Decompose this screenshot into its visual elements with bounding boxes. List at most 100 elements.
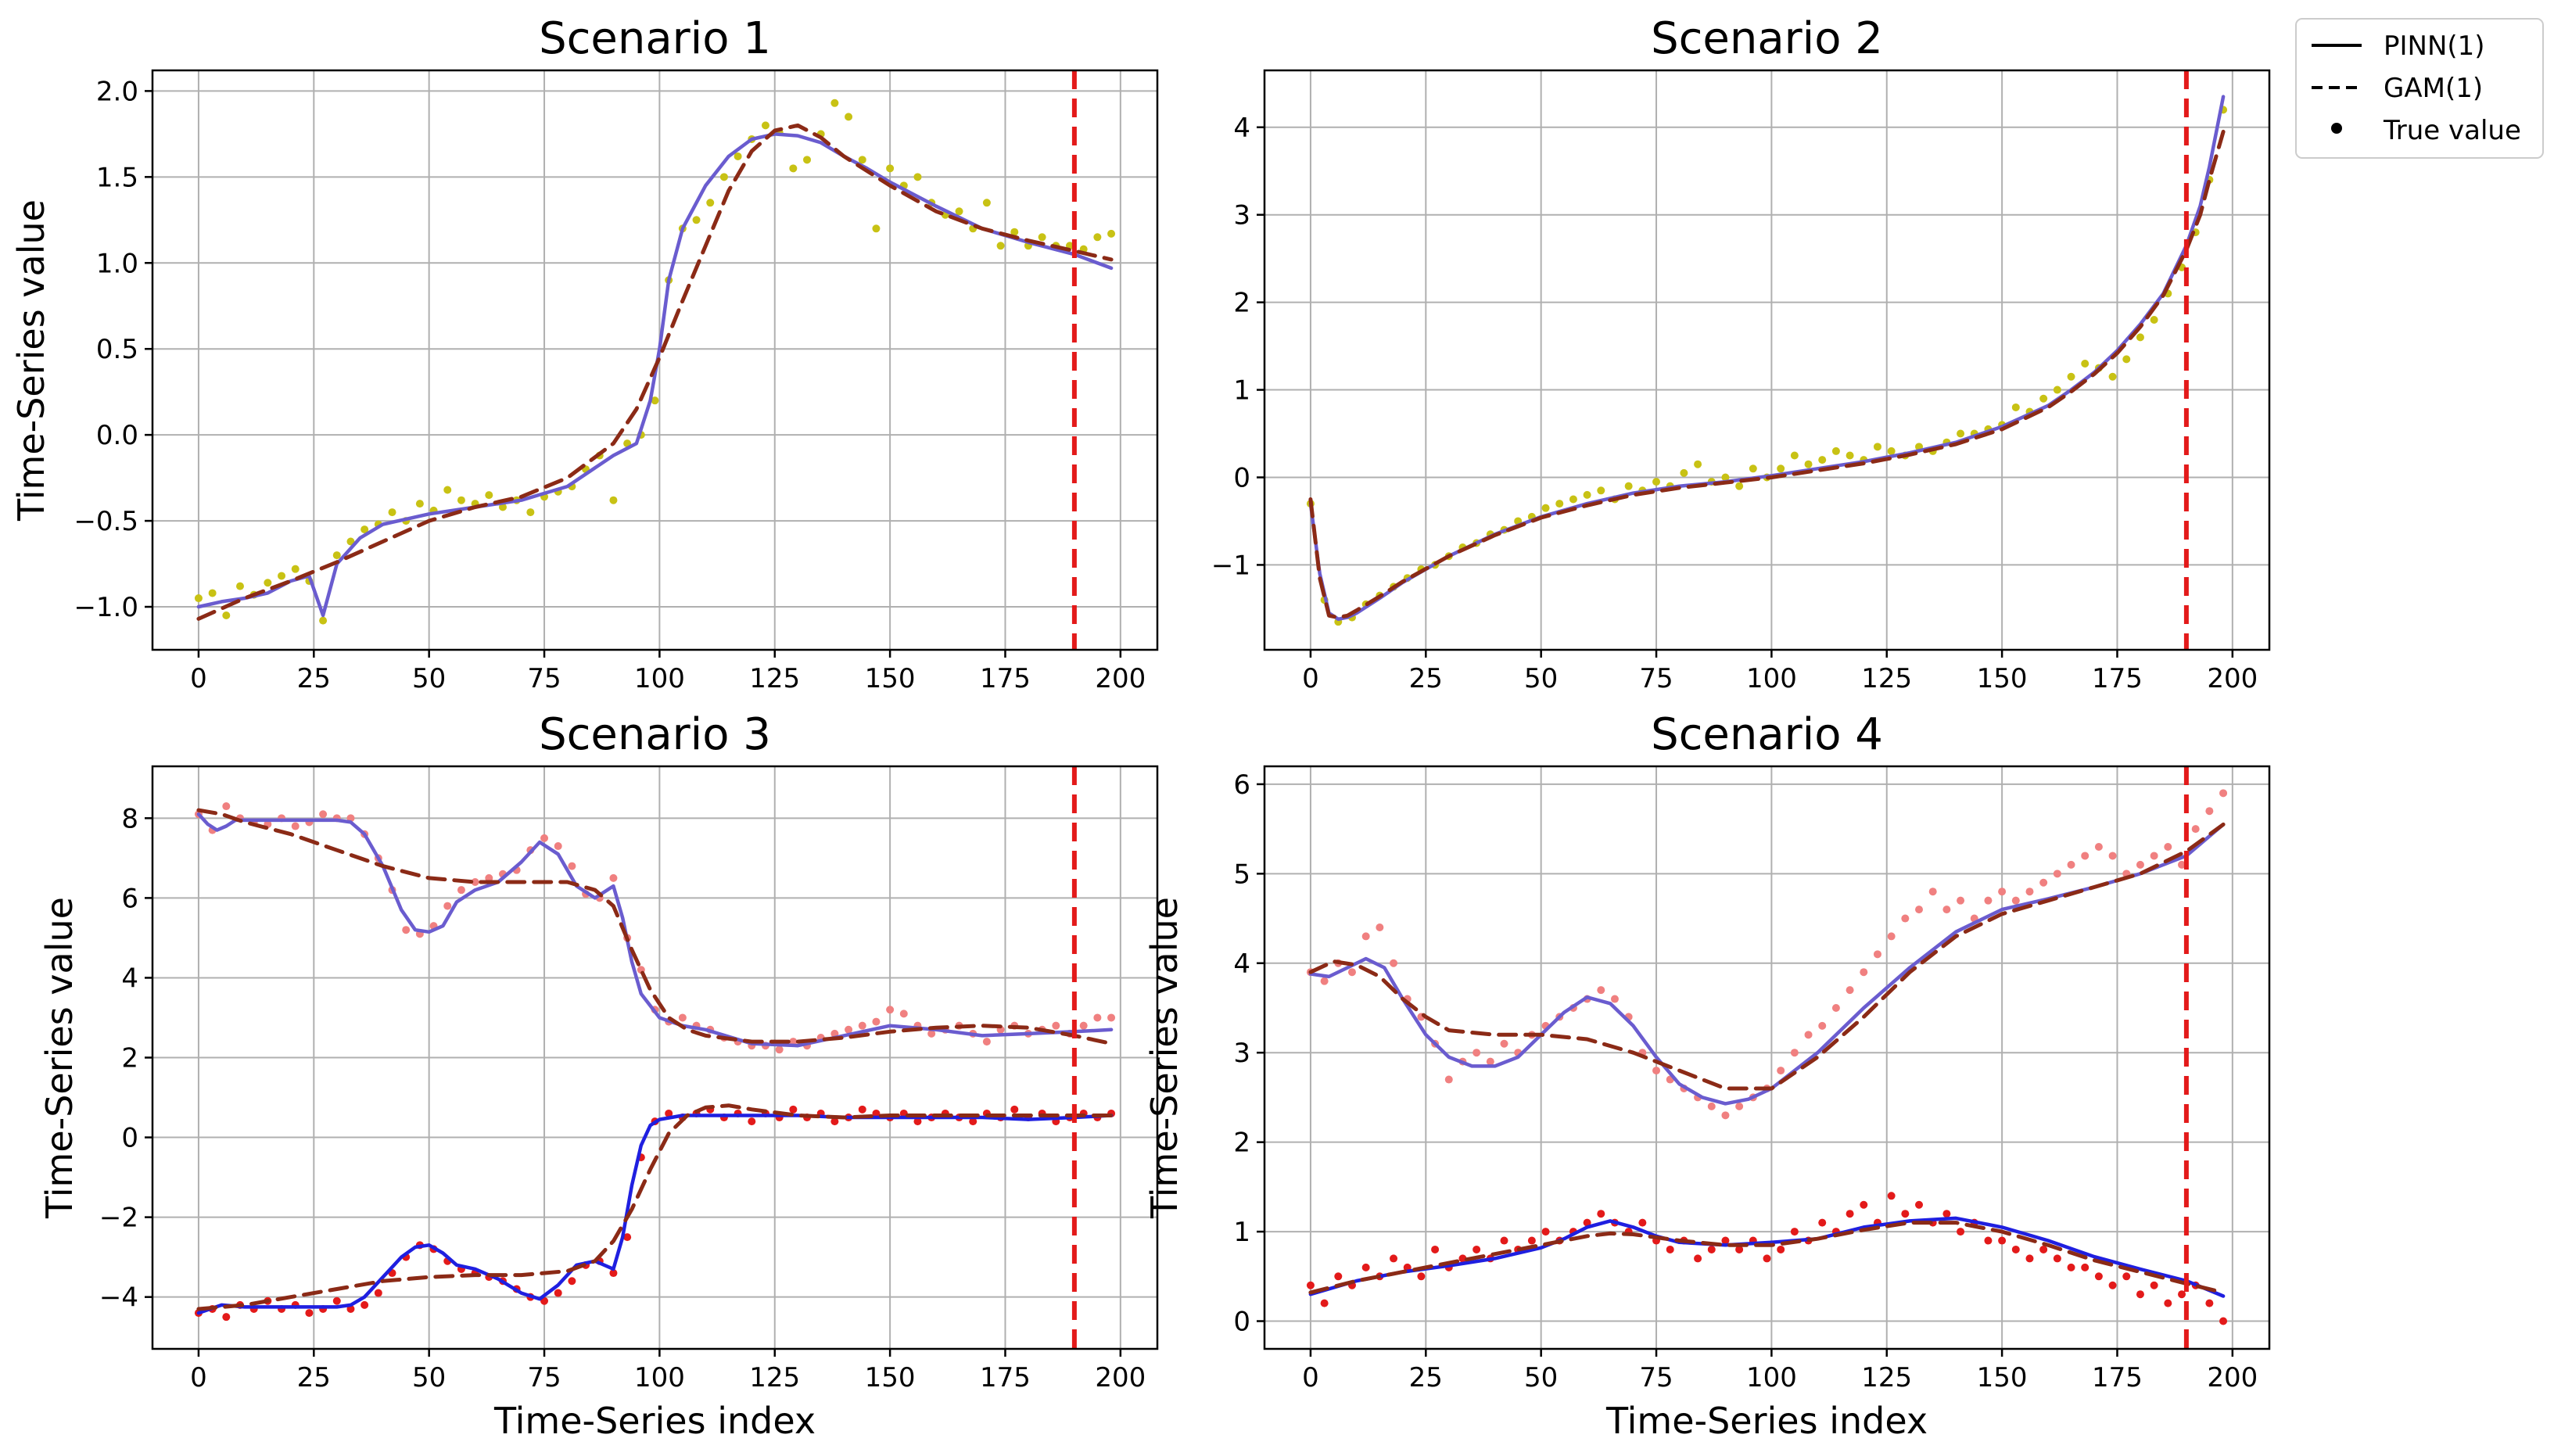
true-value-point — [2081, 1263, 2089, 1271]
true-value-point — [2150, 852, 2158, 860]
x-tick-label: 25 — [1409, 663, 1443, 694]
true-value-point — [1735, 482, 1744, 490]
true-value-point — [222, 802, 231, 811]
true-value-point — [1500, 1236, 1508, 1245]
true-value-point — [1624, 482, 1633, 490]
true-value-point — [1417, 1272, 1426, 1281]
y-tick-label: 1.0 — [96, 248, 138, 279]
true-value-point — [872, 1109, 881, 1117]
true-value-point — [665, 1109, 673, 1117]
panel-title: Scenario 2 — [1651, 13, 1883, 64]
y-tick-label: −2 — [99, 1203, 138, 1234]
true-value-point — [913, 173, 922, 181]
gam-line-4 — [196, 1103, 1114, 1311]
true-value-point — [982, 1038, 991, 1046]
true-value-point — [1597, 986, 1605, 995]
true-value-point — [1320, 977, 1329, 985]
y-tick-label: 0.5 — [96, 334, 138, 365]
true-value-point — [1555, 500, 1564, 508]
y-tick-label: −4 — [99, 1282, 138, 1314]
true-value-point — [2219, 1317, 2228, 1325]
gam-line-3 — [1308, 822, 2226, 1091]
y-tick-label: 4 — [1233, 949, 1250, 980]
gam-line-2 — [1308, 129, 2226, 620]
y-tick-label: 1 — [1233, 375, 1250, 407]
true-value-point — [1818, 1021, 1827, 1030]
true-value-point — [540, 834, 549, 842]
x-tick-label: 100 — [1746, 663, 1797, 694]
true-value-point — [2108, 1281, 2117, 1289]
y-tick-label: 1.5 — [96, 162, 138, 193]
true-value-point — [1998, 888, 2007, 896]
true-value-point — [1790, 451, 1799, 460]
true-value-point — [2094, 842, 2103, 851]
true-value-point — [457, 886, 465, 895]
true-value-point — [1093, 1013, 1102, 1022]
x-tick-label: 50 — [412, 663, 446, 694]
true-value-point — [609, 496, 618, 504]
y-tick-label: 1 — [1233, 1217, 1250, 1248]
true-value-point — [719, 173, 728, 181]
gam-line-4 — [1308, 1221, 2226, 1295]
true-value-point — [1361, 932, 1370, 941]
true-value-point — [2178, 1290, 2186, 1299]
pinn-line-1 — [1308, 823, 2226, 1106]
x-tick-label: 150 — [1977, 663, 2028, 694]
y-tick-label: 0 — [1233, 462, 1250, 493]
true-value-point — [568, 1277, 576, 1286]
true-value-point — [2136, 333, 2144, 342]
y-tick-label: 2 — [1233, 288, 1250, 319]
true-value-point — [955, 207, 963, 216]
true-value-point — [2039, 1245, 2048, 1253]
true-value-point — [1846, 986, 1854, 995]
true-value-point — [388, 508, 396, 517]
true-value-point — [264, 579, 272, 587]
true-value-point — [319, 616, 328, 625]
true-value-point — [2122, 1272, 2131, 1281]
true-value-point — [1721, 1111, 1730, 1120]
x-tick-label: 75 — [527, 1362, 561, 1393]
true-value-point — [208, 589, 217, 597]
true-value-point — [2108, 852, 2117, 860]
y-tick-label: −0.5 — [74, 506, 138, 537]
true-value-point — [1052, 1021, 1060, 1030]
true-value-point — [803, 156, 812, 164]
true-value-point — [830, 1117, 839, 1126]
x-tick-label: 175 — [980, 1362, 1031, 1393]
true-value-point — [1431, 1245, 1440, 1253]
true-value-point — [1777, 464, 1785, 473]
true-value-point — [443, 902, 452, 910]
true-value-point — [319, 810, 328, 819]
true-value-point — [305, 1309, 314, 1318]
true-value-point — [1984, 896, 1993, 905]
true-value-point — [858, 1021, 866, 1030]
true-value-point — [361, 1300, 369, 1309]
true-value-point — [1694, 1254, 1702, 1263]
true-value-point — [2067, 1263, 2075, 1271]
y-tick-label: 5 — [1233, 859, 1250, 890]
true-value-point — [471, 877, 479, 886]
true-value-point — [1901, 914, 1910, 923]
true-value-point — [1541, 504, 1550, 512]
true-value-point — [1652, 478, 1661, 486]
true-value-point — [2011, 1245, 2020, 1253]
true-value-point — [1306, 1281, 1315, 1289]
true-value-point — [678, 1013, 687, 1022]
true-value-point — [2178, 860, 2186, 869]
true-value-point — [1707, 1102, 1716, 1110]
series-true-value-1 — [1306, 789, 2228, 1120]
true-value-point — [969, 1117, 977, 1126]
x-tick-label: 100 — [1746, 1362, 1797, 1393]
true-value-point — [1010, 228, 1019, 236]
true-value-point — [402, 926, 411, 934]
x-axis-label: Time-Series index — [1605, 1400, 1928, 1442]
x-tick-label: 125 — [1861, 1362, 1912, 1393]
true-value-point — [1887, 446, 1896, 455]
true-value-point — [291, 822, 300, 830]
y-tick-label: 6 — [121, 883, 138, 914]
true-value-point — [1458, 1254, 1467, 1263]
true-value-point — [1763, 1254, 1771, 1263]
true-value-point — [913, 1117, 922, 1126]
legend-label-gam: GAM(1) — [2384, 73, 2483, 104]
